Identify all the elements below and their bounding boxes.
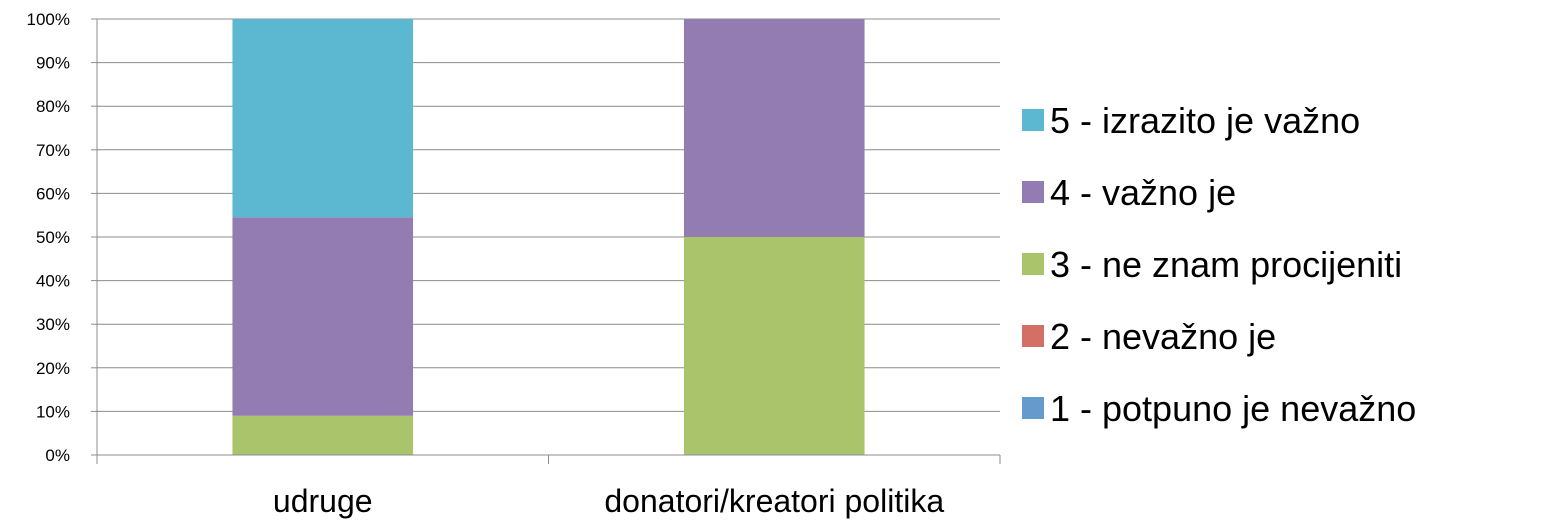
y-tick-label: 20% <box>36 359 70 378</box>
legend-swatch <box>1022 397 1044 419</box>
bar-segment <box>683 19 865 237</box>
legend-swatch <box>1022 181 1044 203</box>
y-tick-label: 70% <box>36 141 70 160</box>
legend-label: 4 - važno je <box>1050 172 1236 213</box>
y-tick-label: 80% <box>36 97 70 116</box>
y-tick-label: 40% <box>36 272 70 291</box>
y-axis: 0% 10% 20% 30% 40% 50% 60% 70% 80% 90% 100% <box>27 10 98 465</box>
bar-segment <box>232 19 414 218</box>
x-axis: udruge donatori/kreatori politika <box>96 454 1001 519</box>
legend-label: 5 - izrazito je važno <box>1050 100 1360 141</box>
y-tick-label: 100% <box>27 10 70 29</box>
bar-segment <box>232 415 414 455</box>
bars <box>232 19 865 455</box>
legend: 5 - izrazito je važno 4 - važno je 3 - ne … <box>1022 100 1416 429</box>
y-tick-label: 90% <box>36 54 70 73</box>
x-category-label: udruge <box>273 483 373 519</box>
bar-segment <box>232 217 414 416</box>
y-tick-label: 60% <box>36 184 70 203</box>
x-category-label: donatori/kreatori politika <box>604 483 944 519</box>
bar-segment <box>683 237 865 455</box>
legend-swatch <box>1022 325 1044 347</box>
legend-swatch <box>1022 253 1044 275</box>
legend-label: 3 - ne znam procijeniti <box>1050 244 1402 285</box>
y-tick-label: 30% <box>36 315 70 334</box>
legend-label: 2 - nevažno je <box>1050 316 1276 357</box>
y-tick-label: 10% <box>36 402 70 421</box>
y-tick-label: 0% <box>45 446 70 465</box>
legend-swatch <box>1022 109 1044 131</box>
y-tick-label: 50% <box>36 228 70 247</box>
legend-label: 1 - potpuno je nevažno <box>1050 388 1416 429</box>
